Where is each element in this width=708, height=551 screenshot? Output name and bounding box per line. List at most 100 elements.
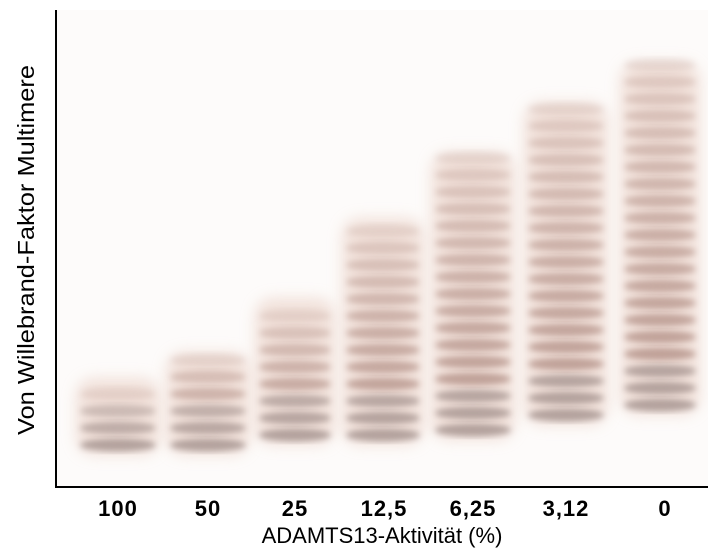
lane-label: 25	[282, 496, 308, 521]
gel-lane	[524, 102, 608, 425]
multimer-band	[435, 270, 511, 284]
multimer-band	[528, 340, 604, 354]
x-axis-label: ADAMTS13-Aktivität (%)	[262, 523, 503, 548]
multimer-band	[528, 187, 604, 201]
multimer-band	[624, 296, 696, 310]
multimer-band	[80, 421, 156, 435]
lane-label: 12,5	[361, 496, 408, 521]
multimer-band	[170, 438, 246, 452]
multimer-band	[528, 255, 604, 269]
multimer-band	[528, 238, 604, 252]
multimer-band	[624, 313, 696, 327]
gel-lane	[255, 298, 335, 445]
multimer-band	[624, 245, 696, 259]
multimer-band	[624, 262, 696, 276]
multimer-band	[624, 381, 696, 395]
multimer-band	[624, 398, 696, 412]
multimer-band	[259, 360, 331, 374]
multimer-band	[624, 364, 696, 378]
multimer-band	[170, 404, 246, 418]
multimer-band	[435, 321, 511, 335]
multimer-band	[624, 211, 696, 225]
multimer-band	[528, 289, 604, 303]
multimer-band	[624, 143, 696, 157]
gel-lane	[342, 218, 424, 445]
multimer-band	[624, 126, 696, 140]
gel-lane	[76, 378, 160, 455]
multimer-band	[80, 438, 156, 452]
multimer-band	[346, 224, 420, 238]
multimer-band	[624, 58, 696, 72]
multimer-band	[259, 309, 331, 323]
multimer-band	[528, 323, 604, 337]
multimer-band	[624, 109, 696, 123]
multimer-band	[624, 160, 696, 174]
y-axis-label: Von Willebrand-Faktor Multimere	[13, 65, 39, 435]
multimer-band	[259, 411, 331, 425]
multimer-band	[346, 360, 420, 374]
multimer-band	[528, 170, 604, 184]
multimer-band	[624, 194, 696, 208]
multimer-band	[528, 102, 604, 116]
multimer-band	[435, 372, 511, 386]
multimer-band	[435, 185, 511, 199]
multimer-band	[346, 394, 420, 408]
multimer-band	[170, 421, 246, 435]
multimer-band	[346, 411, 420, 425]
lane-label: 6,25	[450, 496, 497, 521]
multimer-band	[435, 151, 511, 165]
multimer-band	[346, 377, 420, 391]
multimer-band	[435, 168, 511, 182]
multimer-band	[528, 357, 604, 371]
lane-label: 100	[98, 496, 138, 521]
multimer-band	[435, 219, 511, 233]
multimer-band	[259, 428, 331, 442]
multimer-band	[346, 428, 420, 442]
multimer-band	[259, 326, 331, 340]
multimer-band	[435, 304, 511, 318]
multimer-band	[528, 408, 604, 422]
multimer-band	[528, 391, 604, 405]
multimer-band	[346, 326, 420, 340]
multimer-band	[435, 423, 511, 437]
multimer-band	[170, 370, 246, 384]
multimer-band	[435, 406, 511, 420]
multimer-band	[624, 279, 696, 293]
multimer-band	[528, 306, 604, 320]
multimer-band	[80, 387, 156, 401]
gel-lane	[166, 352, 250, 455]
multimer-band	[259, 377, 331, 391]
multimer-band	[528, 136, 604, 150]
multimer-band	[435, 338, 511, 352]
multimer-band	[528, 153, 604, 167]
multimer-band	[624, 228, 696, 242]
multimer-band	[259, 343, 331, 357]
multimer-band	[80, 404, 156, 418]
multimer-band	[435, 287, 511, 301]
multimer-band	[346, 275, 420, 289]
multimer-band	[528, 374, 604, 388]
multimer-band	[346, 292, 420, 306]
multimer-band	[259, 394, 331, 408]
multimer-band	[435, 355, 511, 369]
multimer-band	[624, 92, 696, 106]
multimer-band	[624, 75, 696, 89]
lane-label: 0	[658, 496, 671, 521]
lane-label: 50	[195, 496, 221, 521]
multimer-band	[528, 204, 604, 218]
multimer-band	[346, 241, 420, 255]
multimer-band	[624, 330, 696, 344]
multimer-band	[528, 221, 604, 235]
multimer-band	[346, 309, 420, 323]
gel-lane	[620, 58, 700, 415]
multimer-band	[624, 177, 696, 191]
gel-frame	[55, 10, 708, 488]
lane-label: 3,12	[543, 496, 590, 521]
multimer-band	[624, 347, 696, 361]
multimer-band	[528, 119, 604, 133]
multimer-band	[435, 253, 511, 267]
multimer-band	[346, 343, 420, 357]
multimer-band	[435, 236, 511, 250]
gel-lanes	[76, 58, 700, 455]
